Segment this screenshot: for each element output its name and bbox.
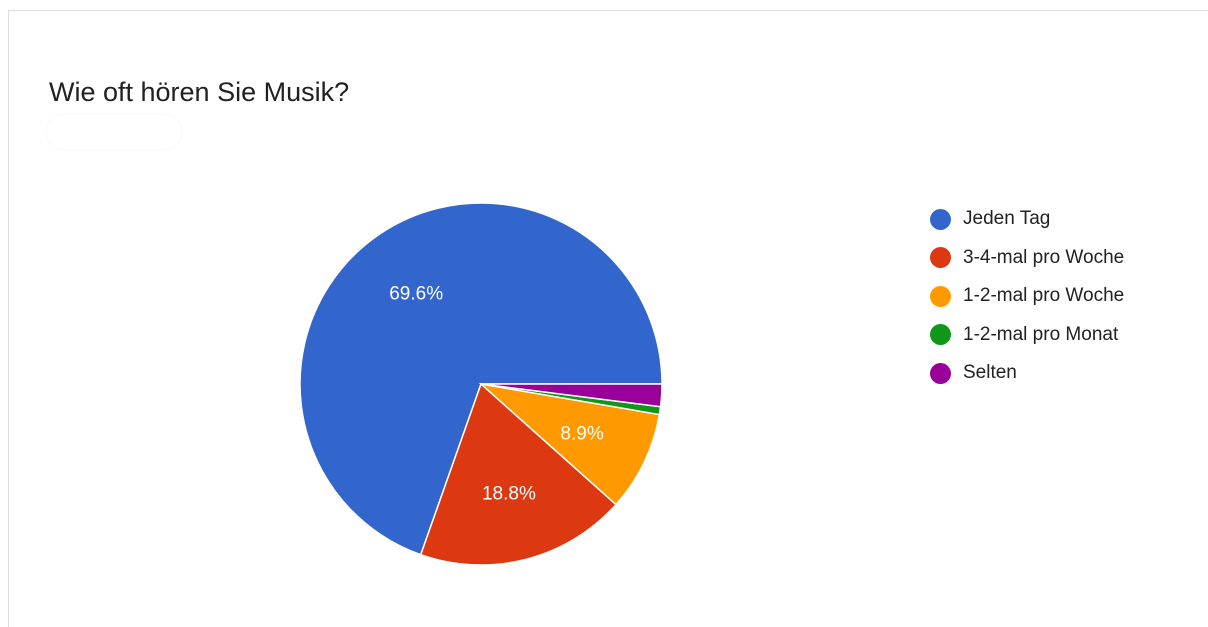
question-title: Wie oft hören Sie Musik? xyxy=(49,77,350,107)
response-count-pill xyxy=(47,115,181,149)
pie-slice-1 xyxy=(419,382,618,566)
legend-item-0: Jeden Tag xyxy=(930,200,1124,239)
pie-slice-4 xyxy=(480,383,663,408)
slice-label-2: 8.9% xyxy=(560,424,603,445)
legend-swatch-icon xyxy=(930,208,951,230)
chart-legend: Jeden Tag 3-4-mal pro Woche 1-2-mal pro Wo… xyxy=(930,200,1124,393)
legend-label: 1-2-mal pro Woche xyxy=(963,285,1125,307)
legend-swatch-icon xyxy=(930,324,951,346)
legend-item-4: Selten xyxy=(930,354,1124,393)
legend-swatch-icon xyxy=(930,247,951,269)
legend-item-1: 3-4-mal pro Woche xyxy=(930,239,1124,278)
legend-label: Jeden Tag xyxy=(963,208,1051,230)
legend-label: 3-4-mal pro Woche xyxy=(963,246,1125,268)
pie-slice-0 xyxy=(299,202,663,556)
legend-swatch-icon xyxy=(930,285,951,307)
legend-swatch-icon xyxy=(930,362,951,384)
pie-slice-2 xyxy=(478,382,661,506)
legend-label: 1-2-mal pro Monat xyxy=(963,323,1119,345)
legend-item-3: 1-2-mal pro Monat xyxy=(930,316,1124,355)
slice-label-0: 69.6% xyxy=(389,283,443,304)
slice-label-1: 18.8% xyxy=(482,484,536,505)
legend-item-2: 1-2-mal pro Woche xyxy=(930,277,1124,316)
legend-label: Selten xyxy=(963,362,1017,384)
